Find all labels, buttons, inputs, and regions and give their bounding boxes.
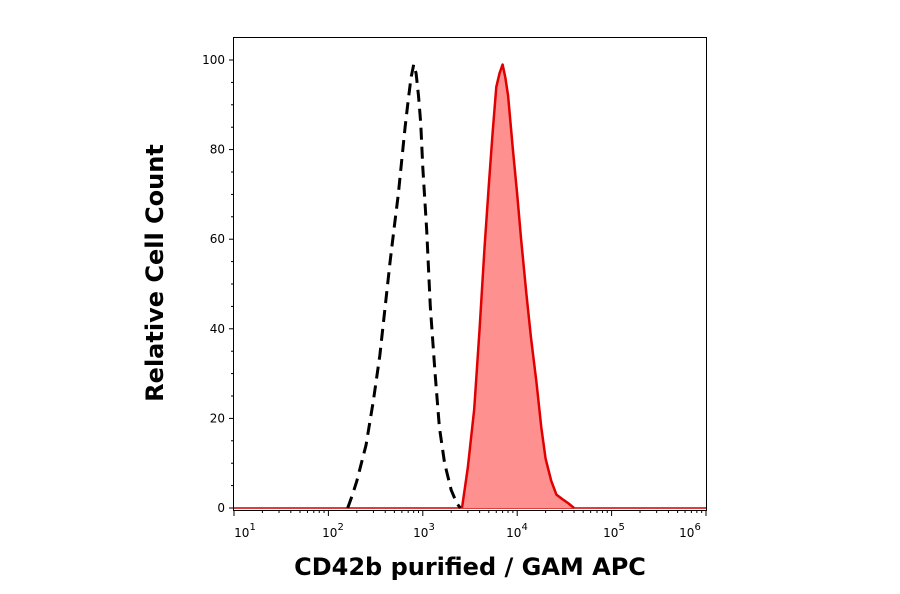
x-tick-label: 101 bbox=[234, 522, 256, 540]
series-fill-1 bbox=[462, 64, 574, 508]
x-tick-label: 104 bbox=[506, 522, 528, 540]
series-layer bbox=[234, 63, 706, 509]
x-tick-label: 106 bbox=[679, 522, 701, 540]
y-tick-label: 60 bbox=[210, 232, 225, 246]
x-tick-label: 102 bbox=[322, 522, 344, 540]
x-tick-label: 103 bbox=[413, 522, 435, 540]
y-tick-label: 0 bbox=[217, 501, 225, 515]
axis-layer: 0 20 40 60 80 100 101 102 103 104 105 106 bbox=[202, 53, 707, 540]
series-line-1 bbox=[460, 63, 575, 509]
x-axis-title: CD42b purified / GAM APC bbox=[294, 553, 646, 581]
y-tick-label: 100 bbox=[202, 53, 225, 67]
y-tick-label: 80 bbox=[210, 143, 225, 157]
plot-frame bbox=[233, 37, 707, 511]
y-axis-title: Relative Cell Count bbox=[141, 144, 169, 402]
y-tick-label: 20 bbox=[210, 411, 225, 425]
x-tick-label: 105 bbox=[603, 522, 625, 540]
y-tick-label: 40 bbox=[210, 322, 225, 336]
series-line-0 bbox=[346, 63, 462, 509]
